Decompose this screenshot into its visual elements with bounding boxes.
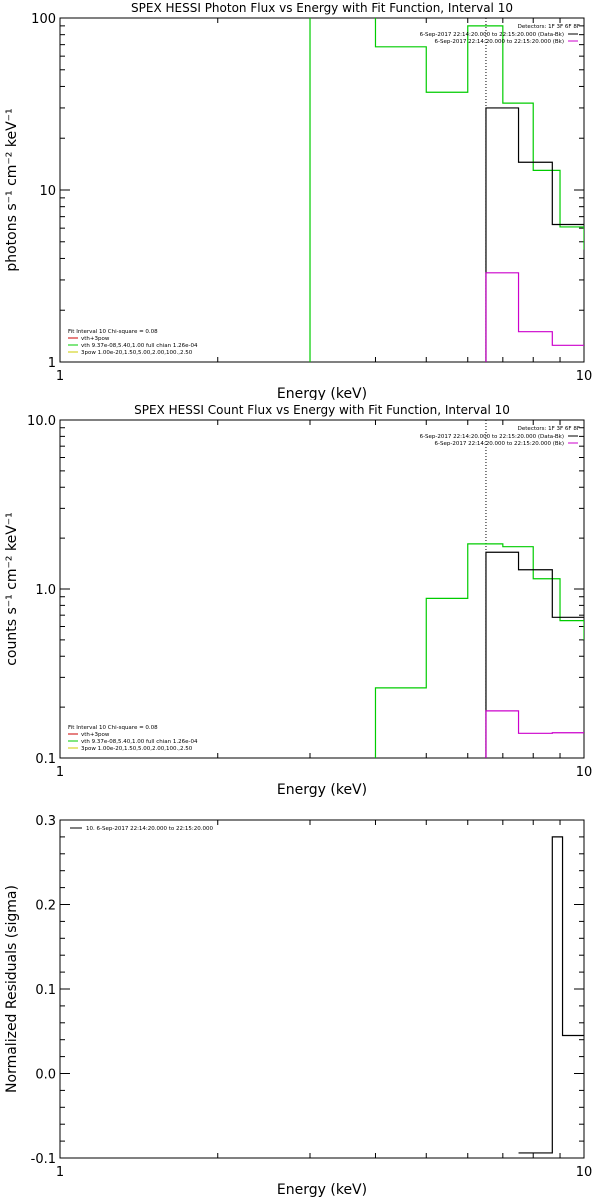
x-tick-label: 10 bbox=[576, 1165, 593, 1180]
plot-area bbox=[309, 18, 584, 362]
series-step-line bbox=[485, 107, 584, 362]
legend-bottom: Fit Interval 10 Chi-square = 0.08vth+3po… bbox=[68, 329, 198, 356]
y-tick-label: -0.1 bbox=[31, 1152, 56, 1167]
count-flux-chart: SPEX HESSI Count Flux vs Energy with Fit… bbox=[4, 403, 593, 798]
legend-top: Detectors: 1F 3F 6F 8F 6-Sep-2017 22:14:2… bbox=[420, 24, 580, 45]
legend-header: Detectors: 1F 3F 6F 8F bbox=[518, 426, 580, 432]
x-tick-label: 1 bbox=[56, 1165, 64, 1180]
legend-entry: 3pow 1.00e-20,1.50,5.00,2.00,100.,2.50 bbox=[81, 746, 193, 752]
x-tick-label: 10 bbox=[576, 369, 593, 384]
legend-entry: 3pow 1.00e-20,1.50,5.00,2.00,100.,2.50 bbox=[81, 350, 193, 356]
plot-area bbox=[374, 420, 584, 758]
legend-entry: 10. 6-Sep-2017 22:14:20.000 to 22:15:20.… bbox=[86, 826, 213, 832]
y-tick-label: 0.3 bbox=[35, 814, 56, 829]
legend-entry: 6-Sep-2017 22:14:20.000 to 22:15:20.000 … bbox=[420, 434, 564, 440]
y-tick-label: 1.0 bbox=[35, 583, 56, 598]
legend-entry: 6-Sep-2017 22:14:20.000 to 22:15:20.000 … bbox=[435, 441, 565, 447]
x-axis-label: Energy (keV) bbox=[277, 1182, 367, 1198]
legend-header: Detectors: 1F 3F 6F 8F bbox=[518, 24, 580, 30]
y-tick-label: 10 bbox=[39, 184, 56, 199]
chart-title: SPEX HESSI Photon Flux vs Energy with Fi… bbox=[131, 1, 513, 15]
x-tick-label: 10 bbox=[576, 765, 593, 780]
y-tick-label: 0.1 bbox=[35, 983, 56, 998]
series-step-line bbox=[485, 551, 584, 758]
series-step-line bbox=[518, 836, 584, 1154]
legend-top: Detectors: 1F 3F 6F 8F 6-Sep-2017 22:14:2… bbox=[420, 426, 580, 447]
series-step-line bbox=[485, 710, 584, 758]
legend-entry: 6-Sep-2017 22:14:20.000 to 22:15:20.000 … bbox=[435, 39, 565, 45]
plot-frame bbox=[59, 419, 585, 759]
chart-title: SPEX HESSI Count Flux vs Energy with Fit… bbox=[134, 403, 510, 417]
legend-bottom: Fit Interval 10 Chi-square = 0.08vth+3po… bbox=[68, 725, 198, 752]
y-tick-label: 0.1 bbox=[35, 752, 56, 767]
y-tick-label: 100 bbox=[31, 12, 56, 27]
photon-flux-chart: SPEX HESSI Photon Flux vs Energy with Fi… bbox=[4, 1, 593, 400]
y-tick-label: 0.2 bbox=[35, 899, 56, 914]
y-tick-label: 1 bbox=[48, 356, 56, 371]
y-axis-label: photons s⁻¹ cm⁻² keV⁻¹ bbox=[4, 108, 20, 271]
y-axis-label: counts s⁻¹ cm⁻² keV⁻¹ bbox=[4, 512, 20, 666]
plot-area bbox=[518, 836, 584, 1154]
x-axis-label: Energy (keV) bbox=[277, 386, 367, 400]
y-tick-label: 10.0 bbox=[27, 414, 56, 429]
x-axis-label: Energy (keV) bbox=[277, 782, 367, 798]
x-tick-label: 1 bbox=[56, 765, 64, 780]
plot-frame bbox=[59, 819, 585, 1159]
series-step-line bbox=[309, 18, 584, 362]
legend-entry: 6-Sep-2017 22:14:20.000 to 22:15:20.000 … bbox=[420, 32, 564, 38]
legend-header: Fit Interval 10 Chi-square = 0.08 bbox=[68, 725, 158, 731]
legend-entry: vth 9.37e-08,5.40,1.00 full chian 1.26e-… bbox=[81, 739, 198, 745]
plot-frame bbox=[59, 17, 585, 363]
y-tick-label: 0.0 bbox=[35, 1068, 56, 1083]
residuals-chart: 1 10 -0.1 0.0 0.1 0.2 0.3 Energy (keV) Normalize… bbox=[4, 814, 593, 1198]
y-axis-label: Normalized Residuals (sigma) bbox=[4, 885, 20, 1093]
legend-entry: vth+3pow bbox=[81, 732, 110, 738]
legend-top: 10. 6-Sep-2017 22:14:20.000 to 22:15:20.… bbox=[70, 826, 213, 832]
x-tick-label: 1 bbox=[56, 369, 64, 384]
legend-entry: vth+3pow bbox=[81, 336, 110, 342]
series-step-line bbox=[374, 543, 584, 758]
legend-header: Fit Interval 10 Chi-square = 0.08 bbox=[68, 329, 158, 335]
legend-entry: vth 9.37e-08,5.40,1.00 full chian 1.26e-… bbox=[81, 343, 198, 349]
series-step-line bbox=[485, 272, 584, 362]
